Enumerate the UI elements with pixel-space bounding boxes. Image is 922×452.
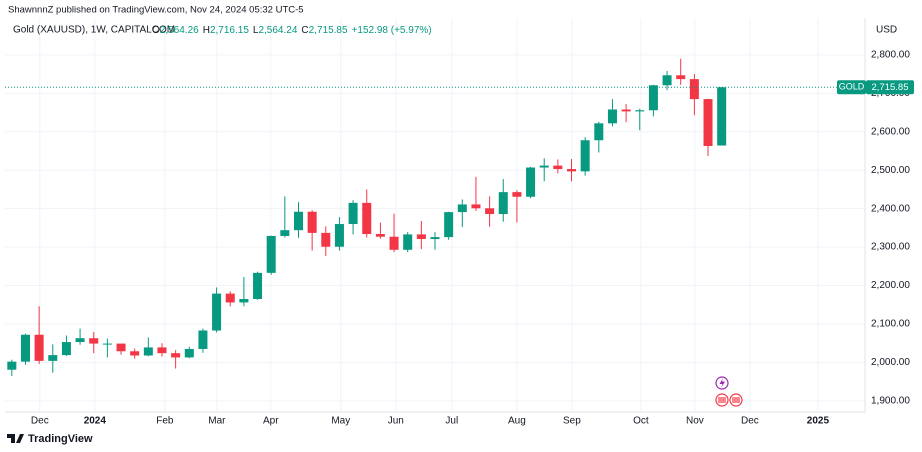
- candle-body: [444, 212, 454, 238]
- candle-body: [307, 211, 317, 233]
- candle-body: [648, 85, 658, 111]
- x-tick-label: Sep: [563, 416, 581, 427]
- candle-body: [485, 208, 495, 215]
- y-tick-label: 2,400.00: [871, 203, 910, 214]
- y-tick-label: 2,300.00: [871, 242, 910, 253]
- candle-body: [498, 192, 508, 215]
- candle-body: [539, 165, 549, 168]
- candle-body: [348, 202, 358, 225]
- y-tick-label: 2,100.00: [871, 319, 910, 330]
- x-tick-label: Oct: [633, 416, 649, 427]
- symbol-badge: [837, 80, 866, 95]
- y-tick-label: 2,000.00: [871, 357, 910, 368]
- candle-body: [34, 334, 44, 361]
- candle-body: [48, 355, 58, 361]
- candle-body: [389, 236, 399, 250]
- readout-value: 2,564.26: [160, 25, 199, 36]
- candle-body: [703, 99, 713, 147]
- ohlc-readout: O2,564.26 H2,716.15 L2,564.24 C2,715.85 +152…: [152, 25, 432, 36]
- candle-body: [607, 109, 617, 124]
- event-icons: [715, 376, 743, 407]
- candle-body: [89, 338, 99, 344]
- x-tick-label: Dec: [31, 416, 49, 427]
- candle-body: [61, 342, 71, 356]
- candle-body: [635, 110, 645, 112]
- y-tick-label: 1,900.00: [871, 395, 910, 406]
- candle-body: [416, 234, 426, 240]
- candle-body: [116, 343, 126, 352]
- candle-body: [362, 202, 372, 235]
- candle-body: [143, 347, 153, 356]
- candle-body: [375, 234, 385, 237]
- candle-body: [102, 343, 112, 345]
- readout-value: 2,715.85: [309, 25, 348, 36]
- y-tick-label: 2,600.00: [871, 126, 910, 137]
- candle-body: [253, 272, 263, 299]
- candle-body: [580, 140, 590, 172]
- candle-body: [157, 347, 167, 354]
- candle-body: [567, 169, 577, 172]
- x-tick-label: Apr: [263, 416, 279, 427]
- x-tick-label: Jun: [388, 416, 404, 427]
- candle-body: [225, 293, 235, 303]
- candle-body: [130, 351, 140, 356]
- candle-body: [430, 237, 440, 240]
- candle-body: [403, 234, 413, 250]
- currency: USD: [876, 25, 897, 36]
- x-tick-label: Jul: [445, 416, 458, 427]
- y-tick-label: 2,500.00: [871, 165, 910, 176]
- publisher-line: ShawnnnZ published on TradingView.com, N…: [8, 5, 304, 16]
- candle-body: [266, 235, 276, 273]
- candle-body: [198, 330, 208, 349]
- x-tick-label: 2025: [807, 416, 830, 427]
- symbol-badge-text: GOLD: [839, 82, 865, 92]
- candle-body: [689, 79, 699, 100]
- candle-body: [676, 75, 686, 80]
- candle-body: [334, 224, 344, 247]
- readout-key: C: [301, 25, 308, 36]
- candle-body: [662, 75, 672, 86]
- candle-body: [171, 353, 181, 358]
- candle-body: [553, 165, 563, 170]
- readout-change: +152.98 (+5.97%): [352, 25, 432, 36]
- price-badge-text: 2,715.85: [872, 82, 909, 93]
- x-tick-label: Aug: [508, 416, 526, 427]
- y-tick-label: 2,200.00: [871, 280, 910, 291]
- candle-body: [7, 361, 17, 370]
- readout-value: 2,564.24: [258, 25, 297, 36]
- readout-key: L: [253, 25, 259, 36]
- readout-key: O: [152, 25, 160, 36]
- candle-body: [526, 167, 536, 197]
- candle-body: [20, 334, 30, 362]
- candle-body: [239, 298, 249, 303]
- candle-body: [321, 232, 331, 247]
- x-tick-label: May: [331, 416, 350, 427]
- readout-key: H: [203, 25, 210, 36]
- x-tick-label: Nov: [686, 416, 704, 427]
- candle-body: [457, 204, 467, 213]
- candle-body: [594, 123, 604, 141]
- candle-body: [212, 293, 222, 331]
- candle-body: [280, 230, 290, 236]
- candle-body: [75, 338, 85, 343]
- x-tick-label: Dec: [741, 416, 759, 427]
- symbol-title: Gold (XAUUSD), 1W, CAPITALCOM: [13, 25, 175, 36]
- candle-body: [717, 87, 727, 146]
- readout-value: 2,716.15: [210, 25, 249, 36]
- price-badge: [866, 80, 914, 95]
- y-tick-label: 2,800.00: [871, 50, 910, 61]
- x-tick-label: Feb: [156, 416, 174, 427]
- candle-body: [512, 192, 522, 197]
- x-tick-label: 2024: [84, 416, 107, 427]
- candle-body: [621, 109, 631, 112]
- logo-text: TradingView: [28, 433, 93, 445]
- x-tick-label: Mar: [208, 416, 226, 427]
- candle-body: [471, 204, 481, 209]
- candle-body: [293, 211, 303, 231]
- candle-body: [184, 348, 194, 358]
- tradingview-logo: [7, 434, 24, 443]
